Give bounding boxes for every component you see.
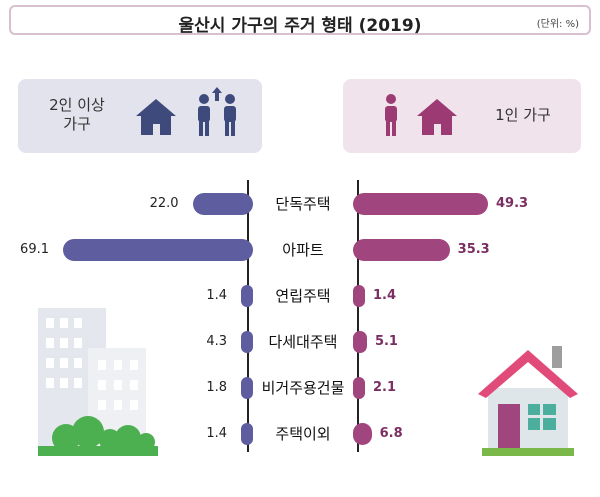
bar-multi-person xyxy=(241,423,253,445)
multi-person-household-label-line1: 2인 이상 xyxy=(49,96,105,114)
bar-single-person xyxy=(353,423,372,445)
unit-label: (단위: %) xyxy=(536,19,579,30)
value-label-multi-person: 1.4 xyxy=(206,288,227,303)
bar-multi-person xyxy=(241,285,253,307)
value-label-single-person: 49.3 xyxy=(496,196,529,211)
family-house-icon xyxy=(136,87,236,136)
single-person-household-header: 1인 가구 xyxy=(343,79,581,153)
value-label-single-person: 1.4 xyxy=(373,288,397,303)
single-person-house-icon xyxy=(385,94,457,136)
bar-single-person xyxy=(353,285,365,307)
value-label-single-person: 6.8 xyxy=(379,426,403,441)
category-label: 연립주택 xyxy=(275,287,331,305)
house-illustration xyxy=(478,346,578,456)
bar-single-person xyxy=(353,331,367,353)
category-column xyxy=(247,180,359,452)
multi-person-household-label: 2인 이상 가구 xyxy=(32,96,122,134)
bar-multi-person xyxy=(192,193,253,215)
value-label-multi-person: 1.4 xyxy=(206,426,227,441)
multi-person-household-label-line2: 가구 xyxy=(63,115,91,133)
value-label-single-person: 2.1 xyxy=(373,380,397,395)
buildings-illustration xyxy=(38,308,158,456)
single-person-household-label: 1인 가구 xyxy=(495,106,551,124)
bar-single-person xyxy=(353,193,488,215)
multi-person-household-header: 2인 이상 가구 xyxy=(18,79,262,153)
category-label: 주택이외 xyxy=(275,425,331,443)
category-label: 단독주택 xyxy=(275,195,331,213)
category-label: 아파트 xyxy=(282,241,324,259)
category-label: 비거주용건물 xyxy=(261,379,345,397)
bar-multi-person xyxy=(241,331,253,353)
value-label-multi-person: 1.8 xyxy=(206,380,227,395)
bar-single-person xyxy=(353,377,365,399)
chart-title: 울산시 가구의 주거 형태 (2019) xyxy=(178,16,422,36)
bar-multi-person xyxy=(241,377,253,399)
value-label-multi-person: 22.0 xyxy=(149,196,179,211)
category-label: 다세대주택 xyxy=(268,333,338,351)
bar-multi-person xyxy=(63,239,253,261)
bar-single-person xyxy=(353,239,450,261)
value-label-multi-person: 4.3 xyxy=(206,334,227,349)
value-label-single-person: 35.3 xyxy=(457,242,490,257)
value-label-multi-person: 69.1 xyxy=(20,242,49,257)
title-bar: 울산시 가구의 주거 형태 (2019) (단위: %) xyxy=(9,5,591,36)
value-label-single-person: 5.1 xyxy=(374,334,398,349)
